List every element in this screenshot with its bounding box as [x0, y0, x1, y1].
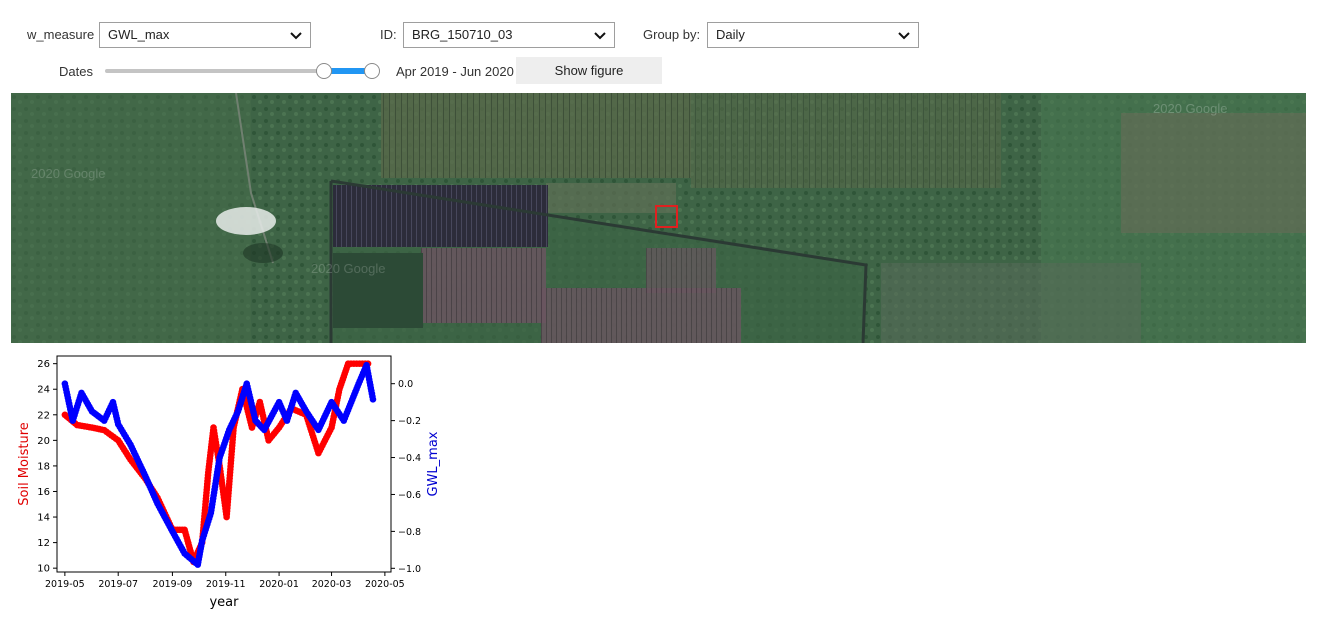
y-right-tick-label: −0.4 — [398, 453, 421, 464]
x-tick-label: 2019-07 — [98, 579, 138, 590]
group-by-dropdown[interactable]: Daily — [707, 22, 919, 48]
y-left-tick-label: 10 — [37, 564, 50, 575]
dates-slider-end-handle[interactable] — [364, 63, 380, 79]
series-point-1 — [369, 396, 377, 403]
map-watermark: 2020 Google — [31, 166, 105, 181]
show-figure-button[interactable]: Show figure — [516, 57, 662, 84]
y-right-tick-label: −0.8 — [398, 527, 421, 538]
y-left-tick-label: 24 — [37, 385, 50, 396]
x-tick-label: 2019-05 — [45, 579, 85, 590]
map-watermark: 2020 Google — [1153, 101, 1227, 116]
chevron-down-icon — [594, 32, 606, 40]
id-value: BRG_150710_03 — [412, 27, 513, 42]
satellite-imagery: 2020 Google 2020 Google 2020 Google — [11, 93, 1306, 343]
dates-label: Dates — [59, 64, 93, 79]
soil-moisture-gwl-chart: 2019-05 2019-07 2019-09 2019-11 2020-01 2020-… — [17, 355, 441, 610]
x-axis-label: year — [209, 595, 239, 610]
group-by-value: Daily — [716, 27, 745, 42]
w-measure-label: w_measure — [27, 27, 95, 42]
dates-slider-range — [323, 68, 373, 74]
map-watermark: 2020 Google — [311, 261, 385, 276]
dates-slider-track[interactable] — [105, 69, 373, 73]
y-right-tick-label: 0.0 — [398, 379, 413, 390]
y-right-tick-label: −0.6 — [398, 490, 421, 501]
id-label: ID: — [380, 27, 397, 42]
dates-slider-start-handle[interactable] — [316, 63, 332, 79]
y-right-tick-label: −0.2 — [398, 416, 421, 427]
y-left-axis-label: Soil Moisture — [17, 422, 32, 506]
selected-location-marker — [655, 205, 678, 228]
chevron-down-icon — [898, 32, 910, 40]
id-dropdown[interactable]: BRG_150710_03 — [403, 22, 615, 48]
y-left-tick-label: 22 — [37, 410, 50, 421]
x-tick-label: 2020-03 — [312, 579, 352, 590]
y-left-tick-label: 18 — [37, 461, 50, 472]
y-left-tick-label: 14 — [37, 513, 50, 524]
w-measure-value: GWL_max — [108, 27, 170, 42]
y-left-tick-label: 26 — [37, 359, 50, 370]
group-by-label: Group by: — [643, 27, 701, 42]
y-left-tick-label: 12 — [37, 538, 50, 549]
x-tick-label: 2020-01 — [259, 579, 299, 590]
y-left-tick-label: 20 — [37, 436, 50, 447]
chevron-down-icon — [290, 32, 302, 40]
y-right-tick-label: −1.0 — [398, 564, 421, 575]
plot-frame — [56, 355, 392, 573]
x-tick-label: 2019-09 — [153, 579, 193, 590]
dates-range-text: Apr 2019 - Jun 2020 — [396, 64, 514, 79]
satellite-map[interactable]: 2020 Google 2020 Google 2020 Google — [11, 93, 1306, 343]
x-tick-label: 2019-11 — [206, 579, 246, 590]
y-right-axis-label: GWL_max — [426, 431, 441, 496]
x-tick-label: 2020-05 — [365, 579, 405, 590]
w-measure-dropdown[interactable]: GWL_max — [99, 22, 311, 48]
y-left-tick-label: 16 — [37, 487, 50, 498]
